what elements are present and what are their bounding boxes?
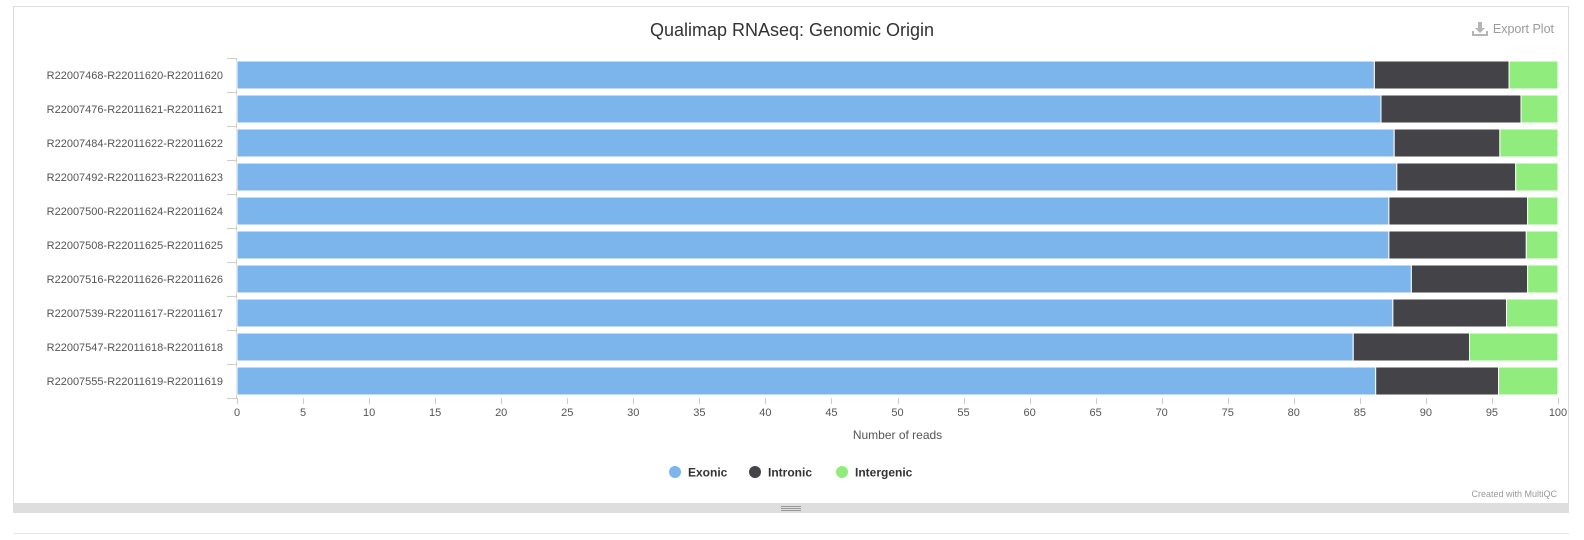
chart-title: Qualimap RNAseq: Genomic Origin — [649, 20, 935, 40]
bar-segment-intronic — [1380, 94, 1522, 124]
bar-segment-intronic — [1388, 230, 1527, 260]
legend-item-intronic[interactable]: Intronic — [749, 466, 812, 480]
category-label: R22007508-R22011625-R22011625 — [47, 240, 223, 252]
bar-segment-exonic — [236, 162, 1398, 192]
bar-segment-exonic — [236, 366, 1377, 396]
category-label: R22007468-R22011620-R22011620 — [47, 70, 223, 82]
x-tick-label: 100 — [1549, 407, 1567, 419]
x-tick-label: 25 — [561, 407, 573, 419]
bar-segment-intronic — [1375, 366, 1500, 396]
bar-segment-intergenic — [1515, 162, 1559, 192]
x-tick-label: 85 — [1354, 407, 1366, 419]
x-tick-label: 55 — [957, 407, 969, 419]
x-tick-label: 45 — [825, 407, 837, 419]
x-tick-label: 20 — [495, 407, 507, 419]
x-tick-label: 0 — [234, 407, 240, 419]
multiqc-credit: Created with MultiQC — [1471, 489, 1557, 499]
x-tick-label: 95 — [1486, 407, 1498, 419]
legend-swatch — [836, 466, 848, 478]
category-label: R22007492-R22011623-R22011623 — [47, 172, 223, 184]
bar-segment-exonic — [236, 94, 1382, 124]
x-tick-label: 5 — [300, 407, 306, 419]
divider — [13, 533, 1569, 534]
x-tick-label: 70 — [1156, 407, 1168, 419]
bar-segment-intergenic — [1520, 94, 1559, 124]
legend-label: Intronic — [768, 466, 812, 480]
x-tick-label: 60 — [1023, 407, 1035, 419]
category-label: R22007476-R22011621-R22011621 — [47, 104, 223, 116]
bar-segment-exonic — [236, 332, 1354, 362]
x-tick-label: 30 — [627, 407, 639, 419]
bar-segment-exonic — [236, 60, 1375, 90]
x-tick-label: 10 — [363, 407, 375, 419]
bar-segment-intronic — [1373, 60, 1510, 90]
category-label: R22007484-R22011622-R22011622 — [47, 138, 223, 150]
x-tick-label: 35 — [693, 407, 705, 419]
legend-swatch — [749, 466, 761, 478]
category-label: R22007555-R22011619-R22011619 — [47, 376, 223, 388]
category-label: R22007547-R22011618-R22011618 — [47, 342, 223, 354]
download-icon — [1471, 22, 1488, 36]
legend-item-intergenic[interactable]: Intergenic — [836, 466, 913, 480]
bar-segment-intergenic — [1498, 366, 1559, 396]
bar-segment-intergenic — [1527, 264, 1559, 294]
x-tick-label: 15 — [429, 407, 441, 419]
category-label: R22007500-R22011624-R22011624 — [47, 206, 223, 218]
bar-segment-intronic — [1393, 128, 1501, 158]
x-tick-label: 90 — [1420, 407, 1432, 419]
export-plot-label: Export Plot — [1492, 22, 1554, 36]
grip-icon — [781, 506, 801, 511]
bar-segment-intronic — [1410, 264, 1529, 294]
legend-swatch — [669, 466, 681, 478]
bar-segment-intergenic — [1468, 332, 1559, 362]
bar-segment-intronic — [1352, 332, 1470, 362]
category-label: R22007516-R22011626-R22011626 — [47, 274, 223, 286]
bar-segment-exonic — [236, 264, 1412, 294]
bar-segment-intronic — [1396, 162, 1517, 192]
bar-segment-exonic — [236, 230, 1390, 260]
bar-segment-exonic — [236, 128, 1395, 158]
bar-segment-intronic — [1388, 196, 1529, 226]
bar-segment-intergenic — [1505, 298, 1559, 328]
x-tick-label: 40 — [759, 407, 771, 419]
legend-label: Intergenic — [855, 466, 913, 480]
legend-item-exonic[interactable]: Exonic — [669, 466, 728, 480]
x-tick-label: 65 — [1090, 407, 1102, 419]
x-axis-title: Number of reads — [853, 428, 942, 442]
resize-handle[interactable] — [13, 503, 1569, 513]
legend-label: Exonic — [688, 466, 728, 480]
x-tick-label: 75 — [1222, 407, 1234, 419]
bar-segment-intergenic — [1508, 60, 1559, 90]
bar-segment-intergenic — [1499, 128, 1559, 158]
bar-segment-intergenic — [1527, 196, 1559, 226]
x-tick-label: 50 — [891, 407, 903, 419]
export-plot-button[interactable]: Export Plot — [1471, 22, 1554, 36]
bar-segment-intergenic — [1525, 230, 1559, 260]
bar-segment-exonic — [236, 298, 1394, 328]
bar-segment-exonic — [236, 196, 1390, 226]
bar-segment-intronic — [1392, 298, 1507, 328]
category-label: R22007539-R22011617-R22011617 — [47, 308, 223, 320]
x-tick-label: 80 — [1288, 407, 1300, 419]
